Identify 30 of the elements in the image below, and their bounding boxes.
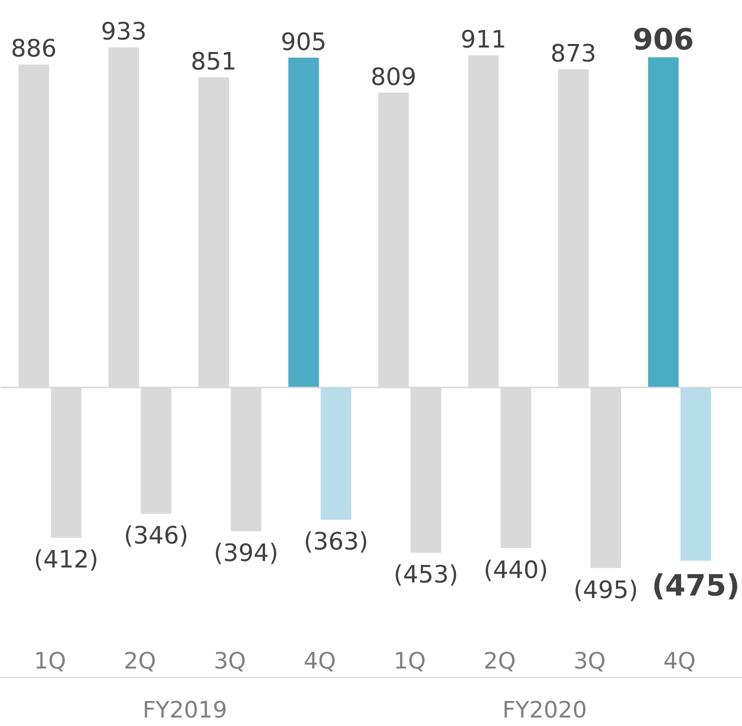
data-label: (440) [484, 556, 548, 584]
x-tick-label: 1Q [394, 648, 426, 674]
data-label: (412) [34, 546, 98, 574]
data-label: 886 [10, 34, 57, 63]
data-label: (363) [304, 528, 368, 556]
data-label: 851 [190, 47, 237, 76]
data-label: 905 [280, 28, 327, 56]
data-label: 809 [370, 62, 416, 91]
bar [648, 57, 679, 388]
x-tick-label: 2Q [124, 648, 156, 674]
bar [680, 388, 712, 561]
data-label: 873 [550, 39, 596, 68]
data-label: (346) [124, 522, 188, 550]
bar [320, 388, 352, 520]
x-tick-label: 2Q [484, 648, 516, 674]
x-tick-label: 4Q [304, 648, 336, 674]
x-tick-label: 3Q [214, 648, 246, 674]
data-label: 906 [632, 22, 694, 56]
text: FY2019 [142, 698, 228, 724]
data-label: 933 [100, 18, 147, 46]
data-label: (495) [574, 576, 638, 604]
bar [288, 58, 319, 388]
x-tick-label: 4Q [663, 648, 696, 674]
data-label: (453) [394, 560, 458, 589]
x-tick-label: 1Q [34, 648, 66, 674]
data-label: 911 [460, 26, 506, 54]
data-label: (475) [652, 568, 740, 603]
data-label: (394) [214, 539, 278, 568]
text: FY2020 [502, 698, 587, 724]
x-tick-label: 3Q [573, 648, 606, 674]
